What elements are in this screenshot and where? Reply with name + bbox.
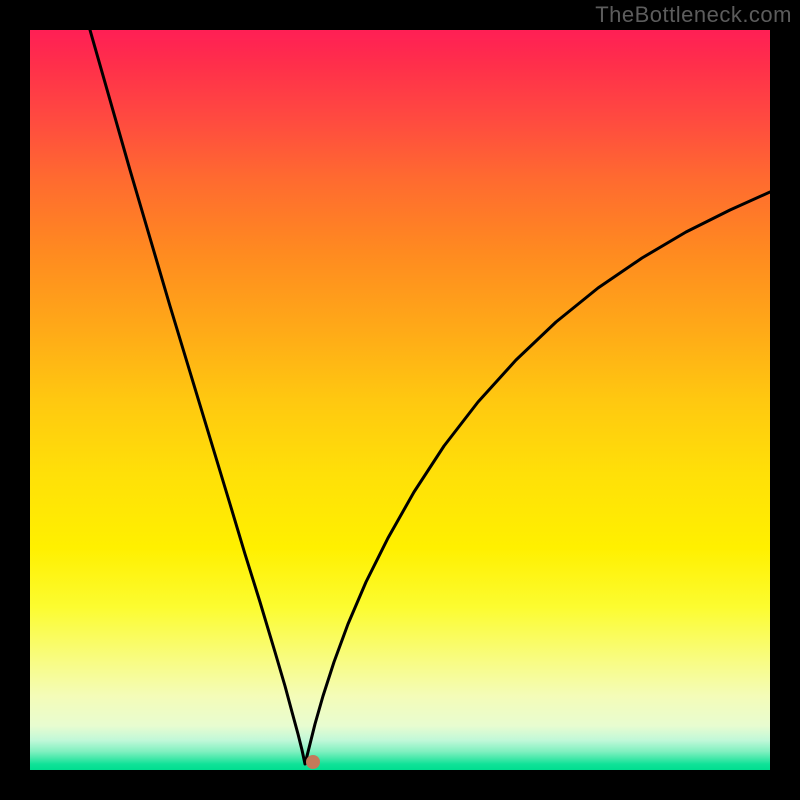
plot-area (30, 30, 770, 770)
bottleneck-curve (90, 30, 770, 764)
optimum-marker (306, 755, 320, 769)
watermark-text: TheBottleneck.com (595, 2, 792, 28)
curve-svg (30, 30, 770, 770)
